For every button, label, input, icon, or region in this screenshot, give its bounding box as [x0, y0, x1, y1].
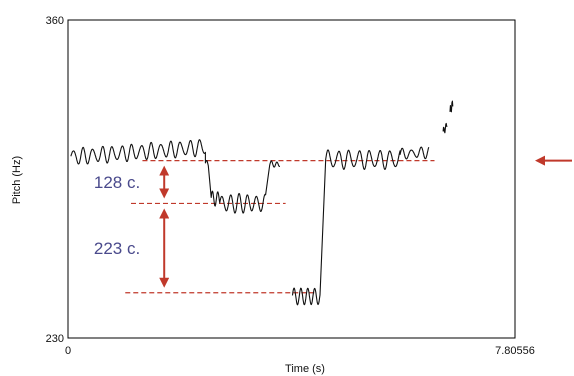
x-tick-label-end: 7.80556 [495, 345, 535, 357]
x-axis-label: Time (s) [285, 363, 325, 375]
x-tick-label-start: 0 [65, 345, 71, 357]
plot-frame [67, 19, 516, 339]
pitch-series-line-1 [70, 100, 454, 306]
y-tick-label-top: 360 [46, 15, 64, 27]
y-tick-label-bottom: 230 [46, 333, 64, 345]
interval-label-2: 223 c. [94, 239, 140, 258]
y-axis-label: Pitch (Hz) [11, 156, 23, 204]
interval-label-1: 128 c. [94, 173, 140, 192]
